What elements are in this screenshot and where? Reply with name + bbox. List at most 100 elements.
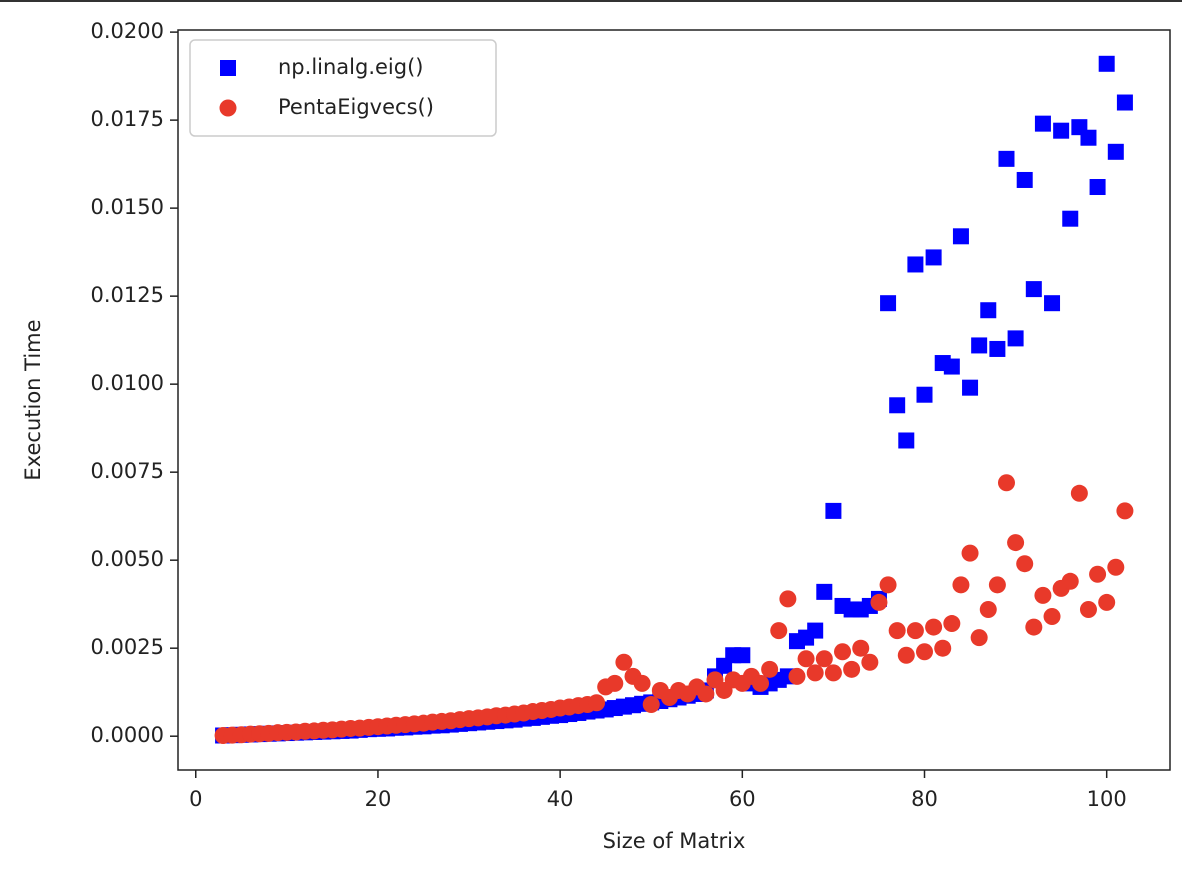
point [1016,171,1033,188]
point [952,228,969,245]
point [943,615,961,633]
x-tick-label: 60 [729,787,756,811]
point [889,397,906,414]
legend: np.linalg.eig() PentaEigvecs() [189,39,497,137]
point [1089,565,1107,583]
point [1089,179,1106,196]
point [1079,600,1097,618]
x-tick-label: 100 [1087,787,1127,811]
point [852,639,870,657]
point [1116,502,1134,520]
point [870,593,888,611]
y-tick-label: 0.0100 [91,371,164,395]
point [861,653,879,671]
y-tick-label: 0.0075 [91,459,164,483]
point [906,622,924,640]
point [1043,608,1061,626]
point [734,647,751,664]
point [898,432,915,449]
point [971,337,988,354]
legend-label: np.linalg.eig() [278,55,423,79]
point [1070,484,1088,502]
point [1034,115,1051,132]
point [980,302,997,319]
point [916,643,934,661]
point [925,618,943,636]
point [916,386,933,403]
point [1044,295,1061,312]
point [1053,122,1070,139]
point [815,650,833,668]
point [998,150,1015,167]
point [806,664,824,682]
point [962,379,979,396]
point [1061,572,1079,590]
legend-marker [219,99,237,117]
point [925,249,942,266]
point [770,622,788,640]
point [697,685,715,703]
plot-frame [177,29,1171,771]
legend-marker [220,60,236,76]
y-tick-label: 0.0050 [91,547,164,571]
point [897,646,915,664]
point [1025,281,1042,298]
point [843,660,861,678]
point [797,650,815,668]
point [907,256,924,273]
y-tick-label: 0.0000 [91,723,164,747]
y-tick-label: 0.0125 [91,283,164,307]
point [615,653,633,671]
point [952,576,970,594]
y-tick-label: 0.0150 [91,195,164,219]
point [779,590,797,608]
x-tick-label: 0 [189,787,202,811]
point [1062,210,1079,227]
y-tick-label: 0.0175 [91,107,164,131]
point [1007,534,1025,552]
point [1034,586,1052,604]
point [834,643,852,661]
point [807,622,824,639]
point [1007,330,1024,347]
point [1080,129,1097,146]
point [1098,55,1115,72]
point [1098,593,1116,611]
point [588,694,606,712]
point [606,674,624,692]
point [880,295,897,312]
point [988,576,1006,594]
y-tick-label: 0.0025 [91,635,164,659]
point [824,664,842,682]
point [879,576,897,594]
point [934,639,952,657]
x-axis-label: Size of Matrix [603,829,746,853]
x-tick-label: 80 [911,787,938,811]
point [1107,143,1124,160]
point [825,502,842,519]
point [642,696,660,714]
point [1116,94,1133,111]
point [633,674,651,692]
point [970,629,988,647]
point [943,358,960,375]
point [1025,618,1043,636]
legend-label: PentaEigvecs() [278,95,434,119]
y-axis-label: Execution Time [21,319,45,480]
x-tick-label: 40 [547,787,574,811]
point [761,660,779,678]
y-tick-label: 0.0200 [91,19,164,43]
point [1107,558,1125,576]
point [816,583,833,600]
point [997,474,1015,492]
point [989,340,1006,357]
point [1016,555,1034,573]
point [752,674,770,692]
x-tick-label: 20 [365,787,392,811]
point [888,622,906,640]
point [788,667,806,685]
legend-box [189,39,497,137]
point [961,544,979,562]
point [979,600,997,618]
